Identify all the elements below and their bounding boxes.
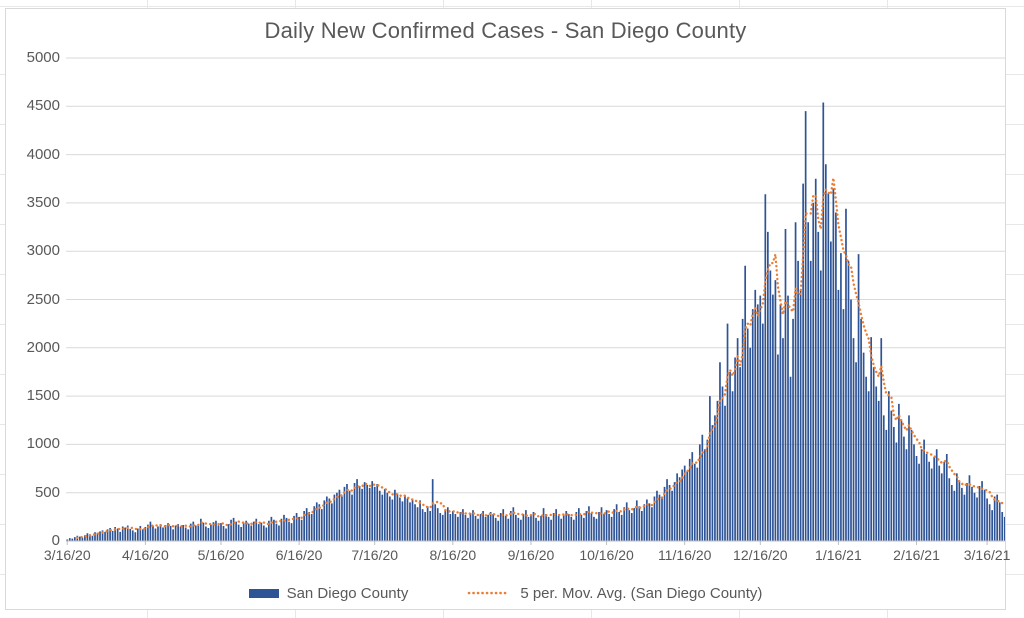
plot-area xyxy=(66,57,1005,545)
legend-series-label: San Diego County xyxy=(286,584,409,602)
y-tick-label: 4500 xyxy=(26,97,60,115)
x-tick-label: 6/16/20 xyxy=(275,547,323,563)
y-tick-label: 2500 xyxy=(26,290,60,308)
legend-moving-avg-label: 5 per. Mov. Avg. (San Diego County) xyxy=(520,584,763,602)
x-tick-label: 11/16/20 xyxy=(657,547,712,563)
x-tick-label: 3/16/20 xyxy=(43,547,91,563)
y-tick-label: 1000 xyxy=(26,435,60,453)
y-tick-label: 2000 xyxy=(26,338,60,356)
y-tick-label: 3500 xyxy=(26,193,60,211)
x-tick-label: 8/16/20 xyxy=(429,547,477,563)
y-tick-label: 3000 xyxy=(26,242,60,260)
y-tick-label: 5000 xyxy=(26,49,60,66)
moving-avg-legend-swatch xyxy=(468,591,511,595)
chart-panel[interactable]: Daily New Confirmed Cases - San Diego Co… xyxy=(5,8,1010,610)
y-tick-label: 4000 xyxy=(26,145,60,163)
bar-series-legend-swatch xyxy=(248,588,279,598)
bars-series[interactable] xyxy=(66,102,1005,541)
legend-item-moving-avg[interactable]: 5 per. Mov. Avg. (San Diego County) xyxy=(466,585,762,602)
chart-title: Daily New Confirmed Cases - San Diego Co… xyxy=(264,18,747,43)
x-tick-label: 10/16/20 xyxy=(579,547,634,563)
x-tick-label: 5/16/20 xyxy=(197,547,245,563)
x-tick-label: 12/16/20 xyxy=(733,547,788,563)
x-tick-label: 1/16/21 xyxy=(815,547,862,563)
legend-item-series[interactable]: San Diego County xyxy=(248,584,409,602)
x-tick-label: 3/16/21 xyxy=(963,547,1011,563)
x-tick-label: 4/16/20 xyxy=(122,547,169,563)
y-tick-label: 500 xyxy=(34,483,60,501)
x-tick-label: 7/16/20 xyxy=(351,547,399,563)
x-tick-label: 2/16/21 xyxy=(893,547,940,563)
legend: San Diego County 5 per. Mov. Avg. (San D… xyxy=(6,582,1005,604)
y-tick-label: 0 xyxy=(51,532,60,549)
x-tick-label: 9/16/20 xyxy=(507,547,555,563)
y-tick-label: 1500 xyxy=(26,387,60,405)
